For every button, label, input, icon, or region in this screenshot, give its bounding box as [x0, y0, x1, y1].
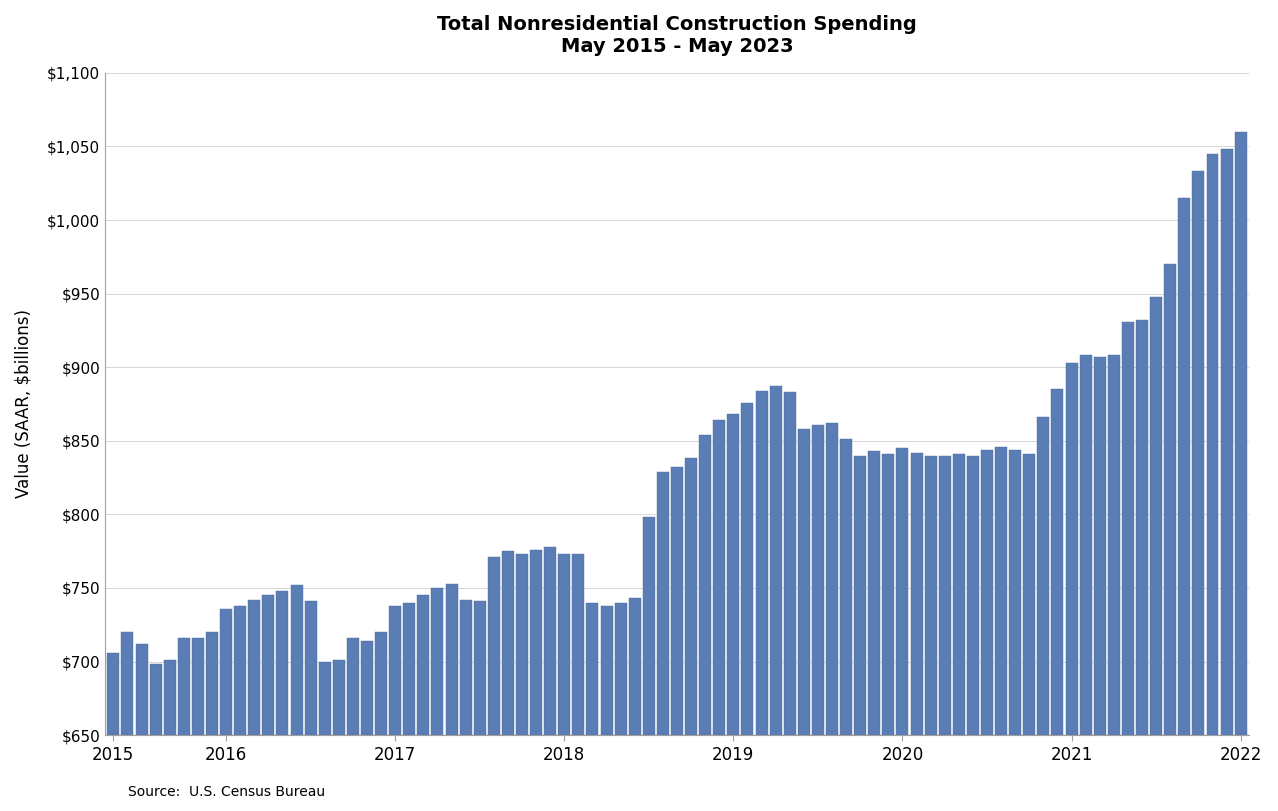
Bar — [643, 517, 654, 735]
Bar — [713, 420, 726, 735]
Bar — [1108, 355, 1120, 735]
Text: Source:  U.S. Census Bureau: Source: U.S. Census Bureau — [128, 785, 325, 799]
Bar — [939, 456, 951, 735]
Bar — [587, 603, 598, 735]
Bar — [432, 588, 443, 735]
Bar — [1052, 389, 1063, 735]
Bar — [783, 393, 796, 735]
Bar — [220, 608, 233, 735]
Bar — [192, 638, 204, 735]
Bar — [276, 591, 289, 735]
Bar — [1150, 297, 1162, 735]
Bar — [1164, 264, 1176, 735]
Bar — [1220, 149, 1232, 735]
Bar — [996, 447, 1007, 735]
Bar — [418, 595, 429, 735]
Bar — [290, 585, 303, 735]
Bar — [967, 456, 979, 735]
Bar — [615, 603, 626, 735]
Bar — [741, 402, 754, 735]
Bar — [360, 641, 373, 735]
Y-axis label: Value (SAAR, $billions): Value (SAAR, $billions) — [15, 310, 33, 499]
Bar — [671, 467, 682, 735]
Bar — [234, 606, 247, 735]
Bar — [868, 451, 881, 735]
Bar — [769, 386, 782, 735]
Bar — [925, 456, 937, 735]
Title: Total Nonresidential Construction Spending
May 2015 - May 2023: Total Nonresidential Construction Spendi… — [437, 15, 916, 56]
Bar — [657, 472, 668, 735]
Bar — [516, 554, 528, 735]
Bar — [1122, 322, 1134, 735]
Bar — [854, 456, 866, 735]
Bar — [502, 551, 514, 735]
Bar — [474, 601, 486, 735]
Bar — [1094, 357, 1105, 735]
Bar — [304, 601, 317, 735]
Bar — [629, 599, 640, 735]
Bar — [953, 454, 965, 735]
Bar — [374, 632, 387, 735]
Bar — [896, 448, 909, 735]
Bar — [1136, 320, 1148, 735]
Bar — [544, 547, 556, 735]
Bar — [755, 391, 768, 735]
Bar — [460, 600, 472, 735]
Bar — [685, 458, 697, 735]
Bar — [178, 638, 189, 735]
Bar — [121, 632, 133, 735]
Bar — [332, 660, 345, 735]
Bar — [840, 440, 852, 735]
Bar — [1010, 449, 1021, 735]
Bar — [558, 554, 570, 735]
Bar — [1066, 363, 1077, 735]
Bar — [262, 595, 275, 735]
Bar — [601, 606, 612, 735]
Bar — [248, 600, 261, 735]
Bar — [812, 425, 824, 735]
Bar — [699, 435, 711, 735]
Bar — [346, 638, 359, 735]
Bar — [135, 644, 147, 735]
Bar — [488, 557, 500, 735]
Bar — [390, 606, 401, 735]
Bar — [206, 632, 219, 735]
Bar — [797, 429, 810, 735]
Bar — [404, 603, 415, 735]
Bar — [911, 453, 923, 735]
Bar — [1235, 131, 1246, 735]
Bar — [530, 550, 542, 735]
Bar — [882, 454, 895, 735]
Bar — [150, 664, 161, 735]
Bar — [573, 554, 584, 735]
Bar — [446, 584, 458, 735]
Bar — [1206, 154, 1218, 735]
Bar — [107, 653, 119, 735]
Bar — [1178, 198, 1190, 735]
Bar — [164, 660, 175, 735]
Bar — [1038, 417, 1049, 735]
Bar — [318, 662, 331, 735]
Bar — [1024, 454, 1035, 735]
Bar — [826, 423, 838, 735]
Bar — [727, 414, 740, 735]
Bar — [1080, 355, 1091, 735]
Bar — [982, 449, 993, 735]
Bar — [1192, 171, 1204, 735]
